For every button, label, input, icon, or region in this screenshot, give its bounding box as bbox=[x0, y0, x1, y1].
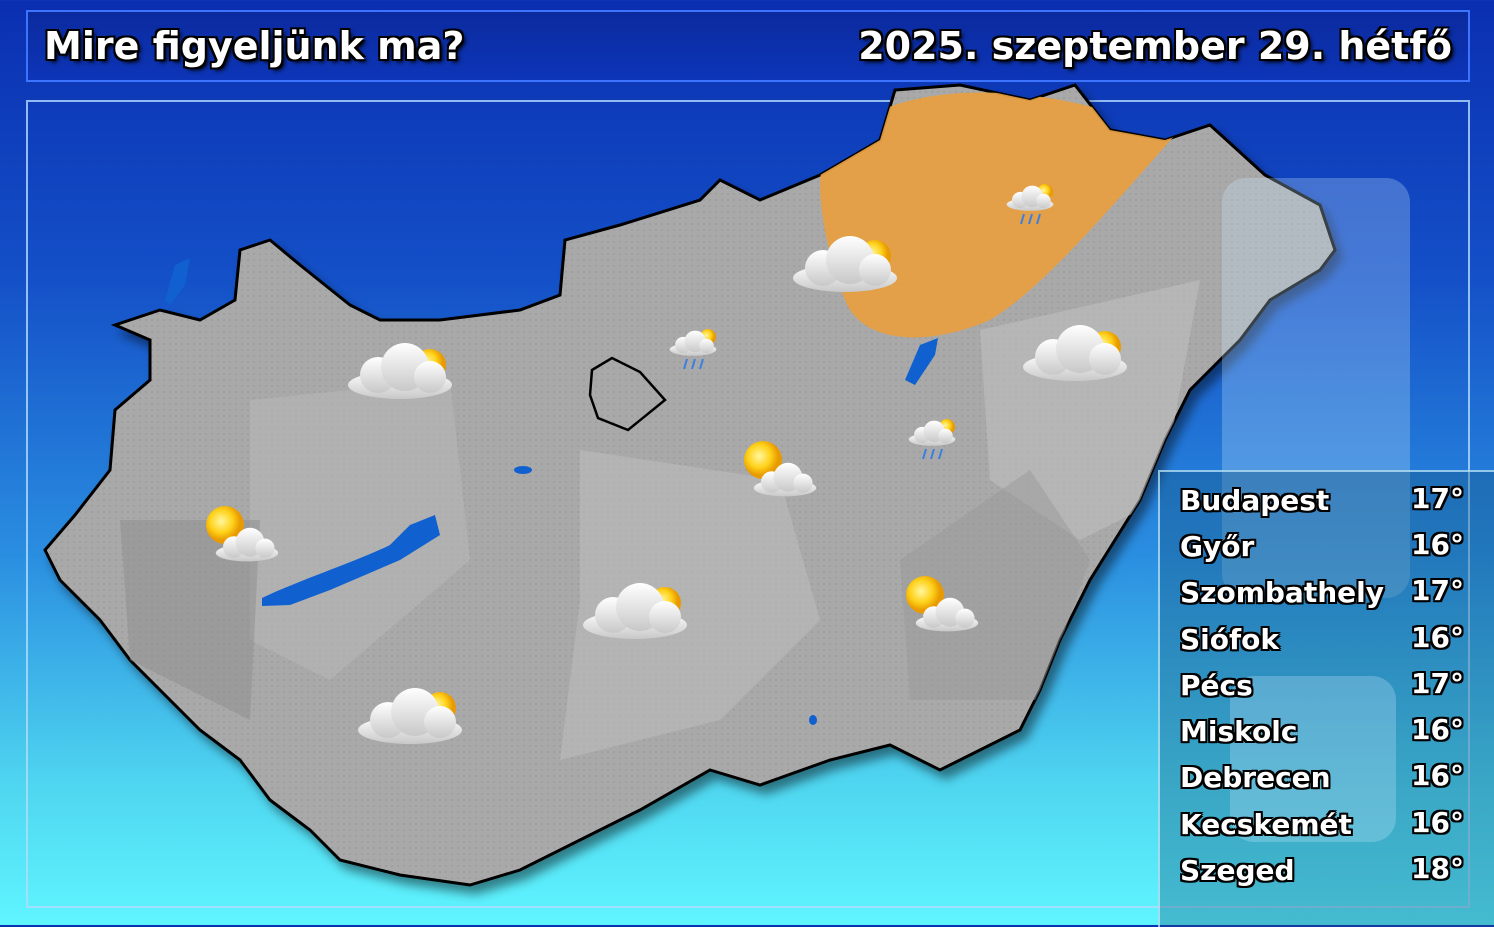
city-name: Győr bbox=[1180, 530, 1255, 563]
date-label: 2025. szeptember 29. hétfő bbox=[858, 24, 1452, 68]
city-temp: 16° bbox=[1411, 621, 1464, 654]
city-name: Budapest bbox=[1180, 484, 1330, 517]
city-name: Siófok bbox=[1180, 623, 1280, 656]
rain-icon bbox=[908, 419, 956, 460]
city-temp: 17° bbox=[1411, 667, 1464, 700]
sun-cloud-icon bbox=[906, 576, 979, 632]
partly-cloudy-icon bbox=[348, 343, 452, 399]
sun-cloud-icon bbox=[744, 441, 817, 497]
partly-cloudy-icon bbox=[793, 236, 897, 292]
city-name: Miskolc bbox=[1180, 715, 1298, 748]
city-name: Szombathely bbox=[1180, 576, 1384, 609]
city-temp: 17° bbox=[1411, 482, 1464, 515]
city-temp: 16° bbox=[1411, 528, 1464, 561]
city-name: Szeged bbox=[1180, 854, 1295, 887]
city-temp: 16° bbox=[1411, 759, 1464, 792]
glass-decoration bbox=[1222, 178, 1410, 598]
glass-decoration bbox=[1230, 676, 1396, 842]
sun-cloud-icon bbox=[206, 506, 279, 562]
partly-cloudy-icon bbox=[1023, 325, 1127, 381]
rain-icon bbox=[1006, 184, 1054, 225]
map-frame bbox=[26, 100, 1470, 908]
rain-icon bbox=[669, 329, 717, 370]
header-bar: Mire figyeljünk ma? 2025. szeptember 29.… bbox=[26, 10, 1470, 82]
city-temp: 17° bbox=[1411, 574, 1464, 607]
budapest-outline bbox=[588, 356, 667, 432]
lake-tisza bbox=[905, 338, 938, 385]
city-temp: 16° bbox=[1411, 713, 1464, 746]
page-title: Mire figyeljünk ma? bbox=[44, 24, 465, 68]
city-name: Pécs bbox=[1180, 669, 1253, 702]
city-temperature-panel bbox=[1158, 470, 1494, 927]
city-temp: 16° bbox=[1411, 806, 1464, 839]
partly-cloudy-icon bbox=[358, 688, 462, 744]
lake-balaton bbox=[262, 515, 440, 606]
city-name: Debrecen bbox=[1180, 761, 1331, 794]
partly-cloudy-icon bbox=[583, 583, 687, 639]
city-temp: 18° bbox=[1411, 852, 1464, 885]
warning-area bbox=[820, 92, 1175, 338]
city-name: Kecskemét bbox=[1180, 808, 1352, 841]
lake-ferto bbox=[165, 258, 190, 305]
